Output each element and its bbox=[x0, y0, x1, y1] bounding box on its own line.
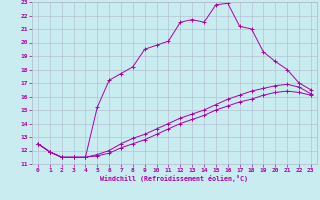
X-axis label: Windchill (Refroidissement éolien,°C): Windchill (Refroidissement éolien,°C) bbox=[100, 175, 248, 182]
